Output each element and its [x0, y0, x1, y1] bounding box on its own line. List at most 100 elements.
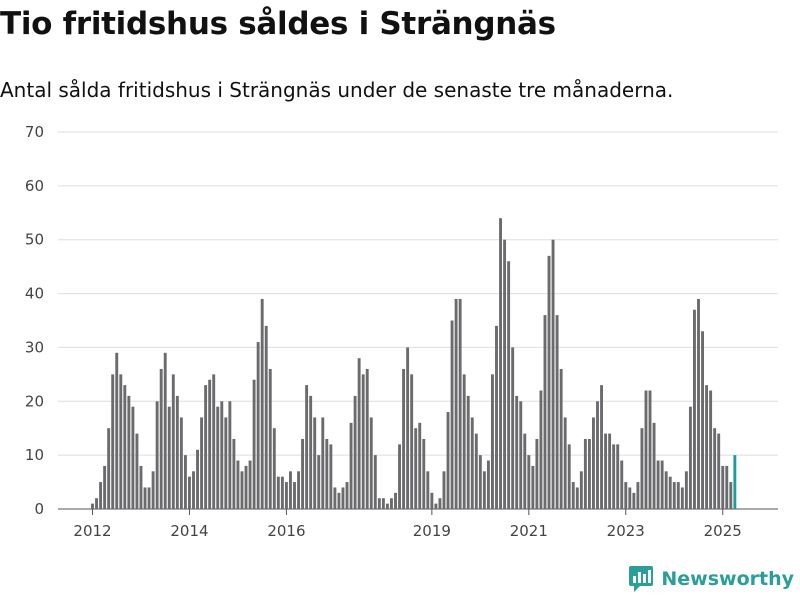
bar — [349, 422, 353, 509]
bar — [377, 498, 381, 509]
bar — [668, 476, 672, 509]
bar — [636, 482, 640, 509]
y-tick-label: 50 — [25, 231, 44, 249]
bar — [183, 455, 187, 509]
bar — [571, 482, 575, 509]
bar — [507, 261, 511, 509]
bar — [592, 417, 595, 509]
bar — [482, 471, 486, 509]
bar — [575, 487, 579, 509]
x-tick-label: 2012 — [73, 522, 111, 540]
bar — [147, 487, 151, 509]
bar — [531, 465, 535, 509]
bar — [381, 498, 385, 509]
bar — [276, 476, 280, 509]
bar — [664, 471, 668, 509]
bar — [697, 298, 700, 509]
bar — [721, 465, 725, 509]
bar — [200, 417, 204, 509]
bar — [353, 395, 357, 509]
bar — [301, 438, 305, 509]
bar — [268, 368, 272, 509]
y-tick-label: 60 — [25, 177, 44, 195]
bar — [422, 438, 426, 509]
bar — [539, 390, 543, 509]
bar — [385, 503, 389, 509]
bar — [365, 368, 369, 509]
bar — [167, 406, 171, 509]
bar — [474, 433, 478, 509]
bar — [470, 417, 474, 509]
bar — [543, 315, 547, 509]
bar — [600, 385, 603, 509]
bar — [293, 482, 296, 509]
bar — [620, 460, 624, 509]
bar — [438, 498, 442, 509]
bar — [220, 401, 224, 509]
bar — [398, 444, 401, 509]
bar — [394, 492, 397, 509]
bar — [111, 374, 115, 509]
bar — [462, 374, 466, 509]
bar — [563, 417, 567, 509]
bar — [567, 444, 571, 509]
bar — [284, 482, 288, 509]
bar — [188, 476, 191, 509]
bar — [640, 428, 644, 509]
bar — [430, 492, 434, 509]
bar — [628, 487, 632, 509]
bar — [579, 471, 583, 509]
bar — [450, 320, 454, 509]
bar — [171, 374, 175, 509]
bars — [91, 218, 737, 509]
bar — [466, 395, 470, 509]
bar — [280, 476, 284, 509]
bar — [175, 395, 179, 509]
bar — [713, 428, 717, 509]
bar — [252, 379, 256, 509]
bar — [373, 455, 377, 509]
bar — [519, 401, 523, 509]
bar — [503, 239, 507, 509]
bar — [458, 298, 462, 509]
bar — [317, 455, 321, 509]
bar — [688, 406, 692, 509]
bar — [240, 471, 244, 509]
bar — [547, 255, 551, 509]
bar — [426, 471, 430, 509]
bar — [583, 438, 587, 509]
x-tick-label: 2021 — [510, 522, 548, 540]
bar — [289, 471, 292, 509]
bar — [361, 374, 365, 509]
bar — [103, 465, 107, 509]
bar — [224, 417, 228, 509]
y-tick-label: 30 — [25, 338, 44, 356]
bar — [139, 465, 143, 509]
bar — [442, 471, 446, 509]
bar — [414, 428, 418, 509]
bar — [632, 492, 636, 509]
bar — [701, 331, 704, 509]
x-tick-label: 2019 — [413, 522, 451, 540]
bar — [155, 401, 159, 509]
bar — [107, 428, 111, 509]
bar — [680, 487, 684, 509]
x-tick-label: 2014 — [170, 522, 208, 540]
bar — [511, 347, 515, 509]
bar — [390, 498, 393, 509]
newsworthy-logo-icon — [629, 566, 654, 592]
bar — [99, 482, 103, 509]
bar — [656, 460, 660, 509]
bar — [244, 465, 248, 509]
newsworthy-logo: Newsworthy — [629, 566, 794, 592]
bar — [446, 412, 450, 509]
bar — [551, 239, 555, 509]
bar — [729, 482, 733, 509]
bar — [208, 379, 212, 509]
bar — [491, 374, 494, 509]
x-axis: 2012 2014 2016 2019 2021 2023 2025 — [73, 509, 742, 540]
bar — [616, 444, 620, 509]
bar — [402, 368, 406, 509]
y-tick-label: 0 — [34, 500, 44, 518]
bar — [717, 433, 721, 509]
